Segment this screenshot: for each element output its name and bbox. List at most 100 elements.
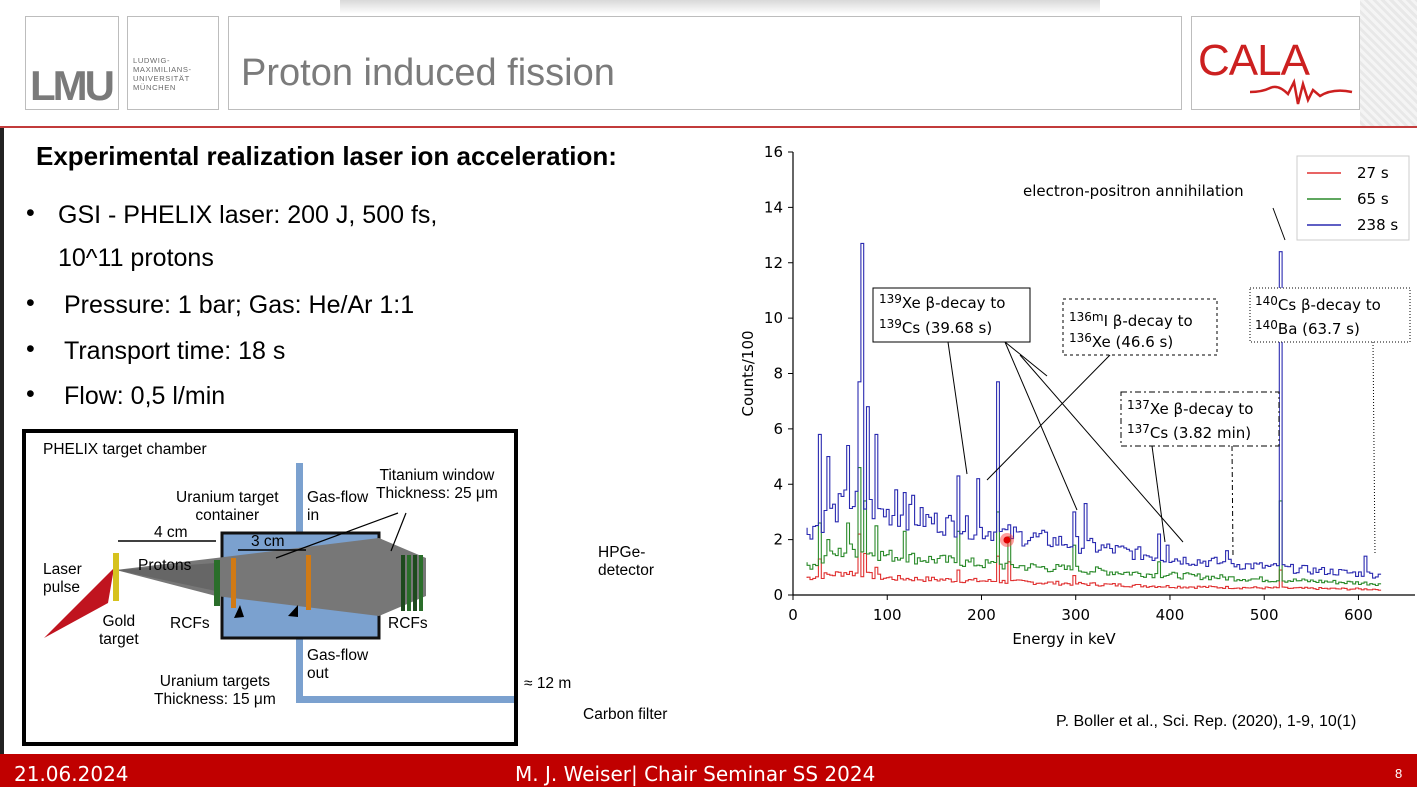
footer-presenter: M. J. Weiser| Chair Seminar SS 2024 xyxy=(515,762,876,786)
annotation-xe139-sup1: 139 xyxy=(879,292,902,306)
citation: P. Boller et al., Sci. Rep. (2020), 1-9,… xyxy=(1056,713,1357,730)
chamber-label: PHELIX target chamber xyxy=(43,441,207,458)
y-tick-label: 0 xyxy=(773,586,783,604)
header-divider xyxy=(0,126,1417,128)
bullet-item: GSI - PHELIX laser: 200 J, 500 fs, xyxy=(58,201,438,229)
distance-3cm: 3 cm xyxy=(251,533,285,550)
annotation-cs140-text2: Ba (63.7 s) xyxy=(1278,320,1360,338)
annotation-cs140-line1: 140Cs β-decay to xyxy=(1255,294,1381,314)
carbon-filter-label: Carbon filter xyxy=(583,706,668,723)
x-tick-label: 300 xyxy=(1061,606,1090,624)
detector-label: HPGe- detector xyxy=(598,544,655,579)
series-line-65s xyxy=(806,467,1382,587)
annotation-i136-text2: Xe (46.6 s) xyxy=(1092,333,1173,351)
annotation-xe139-sup2: 139 xyxy=(879,317,902,331)
gold-target-label: Gold target xyxy=(99,613,139,648)
top-shadow xyxy=(340,0,1100,14)
gasflow-in-label: Gas-flow in xyxy=(307,489,369,524)
y-tick-label: 6 xyxy=(773,420,783,438)
annotation-pointers xyxy=(947,207,1376,557)
x-tick-label: 400 xyxy=(1156,606,1185,624)
annotation-xe137-sup1: 137 xyxy=(1127,398,1150,412)
annotation-cs140-sup1: 140 xyxy=(1255,294,1278,308)
annotation-cs140-text1: Cs β-decay to xyxy=(1278,296,1381,314)
annotation-annihilation: electron-positron annihilation xyxy=(1023,182,1244,200)
left-edge xyxy=(0,128,4,754)
lmu-logo-text: LMU xyxy=(30,62,115,109)
x-tick-label: 200 xyxy=(967,606,996,624)
footer-date: 21.06.2024 xyxy=(14,762,129,786)
annotation-xe139-text1: Xe β-decay to xyxy=(902,294,1005,312)
chart-legend xyxy=(1296,155,1410,241)
laser-pulse-label: Laser pulse xyxy=(43,561,82,596)
rcfs-right-label: RCFs xyxy=(388,615,428,632)
title-box xyxy=(228,16,1182,110)
annotation-box-xe137 xyxy=(1120,391,1280,447)
y-tick-label: 8 xyxy=(773,365,783,383)
x-tick-label: 600 xyxy=(1344,606,1373,624)
slide-title: Proton induced fission xyxy=(241,52,615,94)
series-line-27s xyxy=(806,533,1382,591)
series-line-238s xyxy=(806,242,1382,579)
cala-logo-text: CALA xyxy=(1198,36,1310,85)
container-label: Uranium target container xyxy=(176,489,279,524)
y-axis-label: Counts/100 xyxy=(739,330,757,416)
x-tick-label: 500 xyxy=(1250,606,1279,624)
protons-label: Protons xyxy=(138,557,192,574)
distance-4cm: 4 cm xyxy=(154,524,188,541)
bullet-symbol: • xyxy=(26,289,35,317)
gasflow-out-label: Gas-flow out xyxy=(307,647,369,682)
annotation-xe139-text2: Cs (39.68 s) xyxy=(902,319,992,337)
annotation-i136-line1: 136mI β-decay to xyxy=(1069,310,1193,330)
legend-label: 238 s xyxy=(1357,216,1398,234)
annotation-xe137-text1: Xe β-decay to xyxy=(1150,400,1253,418)
bullet-continuation: 10^11 protons xyxy=(58,244,214,272)
annotation-xe137-text2: Cs (3.82 min) xyxy=(1150,424,1251,442)
titanium-window-label: Titanium window Thickness: 25 μm xyxy=(376,467,498,502)
x-tick-label: 100 xyxy=(873,606,902,624)
cursor-marker xyxy=(1003,536,1011,544)
university-name-box xyxy=(127,16,219,110)
cala-logo xyxy=(1191,16,1360,110)
y-tick-label: 12 xyxy=(764,254,783,272)
bullet-item: Transport time: 18 s xyxy=(64,337,286,365)
annotation-cs140-line2: 140Ba (63.7 s) xyxy=(1255,318,1360,338)
annotation-i136-text1: I β-decay to xyxy=(1104,312,1193,330)
page-number: 8 xyxy=(1395,766,1403,781)
bullet-symbol: • xyxy=(26,335,35,363)
lmu-logo xyxy=(25,16,119,110)
bullet-symbol: • xyxy=(26,380,35,408)
legend-label: 65 s xyxy=(1357,190,1389,208)
university-seal-image xyxy=(1360,0,1417,128)
annotation-box-i136 xyxy=(1062,298,1218,356)
bullet-item: Pressure: 1 bar; Gas: He/Ar 1:1 xyxy=(64,291,415,319)
y-tick-label: 10 xyxy=(764,309,783,327)
spectrum-chart: 0 2 4 6 8 10 12 14 16 0 100 200 300 400 500 600 Energy i… xyxy=(739,143,1415,648)
annotation-box-xe139 xyxy=(872,287,1031,343)
uranium-targets-label: Uranium targets Thickness: 15 μm xyxy=(154,673,276,708)
annotation-xe137-line1: 137Xe β-decay to xyxy=(1127,398,1253,418)
footer-bar xyxy=(0,754,1417,787)
section-heading: Experimental realization laser ion accel… xyxy=(36,141,617,171)
x-tick-label: 0 xyxy=(788,606,798,624)
y-tick-label: 4 xyxy=(773,475,783,493)
bullet-symbol: • xyxy=(26,199,35,227)
annotation-i136-sup2: 136 xyxy=(1069,331,1092,345)
annotation-box-cs140 xyxy=(1249,287,1411,343)
annotation-cs140-sup2: 140 xyxy=(1255,318,1278,332)
x-axis-label: Energy in keV xyxy=(1012,630,1116,648)
annotation-xe139-line1: 139Xe β-decay to xyxy=(879,292,1005,312)
cala-wave-icon xyxy=(1249,78,1353,105)
bullet-item: Flow: 0,5 l/min xyxy=(64,382,226,410)
annotation-i136-sup1: 136m xyxy=(1069,310,1104,324)
university-name: LUDWIG- MAXIMILIANS- UNIVERSITÄT MÜNCHEN xyxy=(133,56,192,92)
setup-drawing xyxy=(44,463,514,703)
distance-12m: ≈ 12 m xyxy=(524,675,572,692)
annotation-i136-line2: 136Xe (46.6 s) xyxy=(1069,331,1173,351)
setup-diagram: PHELIX target chamber Laser pulse Gold t… xyxy=(22,429,518,746)
annotation-xe137-line2: 137Cs (3.82 min) xyxy=(1127,422,1251,442)
y-tick-label: 2 xyxy=(773,531,783,549)
y-tick-label: 16 xyxy=(764,143,783,161)
annotation-xe139-line2: 139Cs (39.68 s) xyxy=(879,317,992,337)
legend-label: 27 s xyxy=(1357,164,1389,182)
